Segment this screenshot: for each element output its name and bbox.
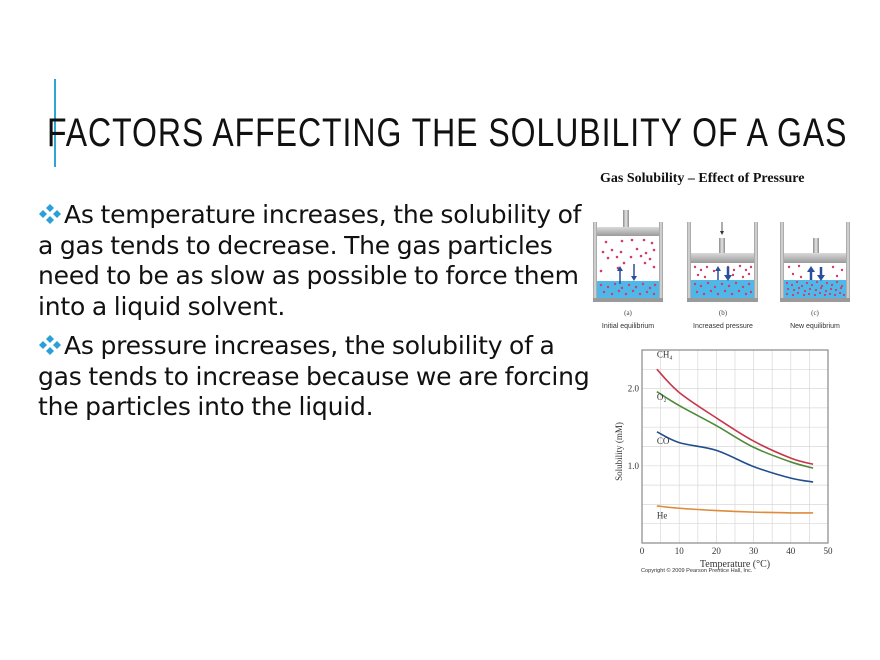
series-label-he: He bbox=[657, 510, 668, 520]
title-accent-bar bbox=[54, 79, 56, 167]
series-label-o2: O₂ bbox=[657, 392, 667, 402]
series-line-co bbox=[656, 431, 814, 483]
four-diamond-bullet-icon bbox=[39, 335, 61, 355]
bullet-item: As pressure increases, the solubility of… bbox=[34, 331, 594, 423]
svg-text:Solubility (mM): Solubility (mM) bbox=[614, 422, 624, 481]
panel-c-letter: (c) bbox=[811, 309, 819, 317]
svg-text:40: 40 bbox=[786, 546, 796, 556]
svg-text:0: 0 bbox=[640, 546, 645, 556]
svg-text:2.0: 2.0 bbox=[628, 384, 640, 394]
panel-b-container bbox=[687, 222, 758, 302]
series-line-he bbox=[656, 505, 814, 514]
panel-b-label: Increased pressure bbox=[693, 323, 753, 330]
piston-illustration bbox=[593, 210, 850, 302]
figure-caption: Gas Solubility – Effect of Pressure bbox=[600, 171, 805, 186]
panel-a-letter: (a) bbox=[624, 309, 632, 317]
svg-text:30: 30 bbox=[749, 546, 759, 556]
pressure-diagram: (a) (b) (c) Initial equilibrium Increase… bbox=[588, 200, 858, 340]
svg-text:1.0: 1.0 bbox=[628, 461, 640, 471]
panel-b-letter: (b) bbox=[718, 309, 728, 317]
panel-c-label: New equilibrium bbox=[790, 323, 840, 330]
panel-a-container bbox=[593, 210, 663, 302]
series-line-ch4 bbox=[656, 368, 814, 466]
panel-a-label: Initial equilibrium bbox=[601, 323, 655, 330]
bullet-item: As temperature increases, the solubility… bbox=[34, 200, 594, 322]
copyright-text: Copyright © 2009 Pearson Prentice Hall, … bbox=[641, 568, 753, 574]
series-label-co: CO bbox=[657, 436, 670, 446]
svg-text:10: 10 bbox=[675, 546, 685, 556]
four-diamond-bullet-icon bbox=[39, 204, 61, 224]
solubility-line-chart: 0 10 20 30 40 50 1.0 2.0 Temperature (°C) Solubil… bbox=[614, 349, 834, 570]
solubility-chart: 0 10 20 30 40 50 1.0 2.0 Temperature (°C) Solubil… bbox=[600, 345, 850, 585]
svg-text:20: 20 bbox=[712, 546, 722, 556]
svg-text:Temperature (°C): Temperature (°C) bbox=[700, 559, 770, 570]
bullet-text: As pressure increases, the solubility of… bbox=[38, 331, 590, 421]
bullet-list: As temperature increases, the solubility… bbox=[34, 200, 594, 432]
series-line-o2 bbox=[656, 391, 814, 469]
svg-text:50: 50 bbox=[824, 546, 834, 556]
series-label-ch4: CH₄ bbox=[657, 350, 673, 360]
panel-c-container bbox=[780, 222, 850, 302]
slide-title: FACTORS AFFECTING THE SOLUBILITY OF A GA… bbox=[47, 111, 848, 155]
bullet-text: As temperature increases, the solubility… bbox=[38, 200, 582, 321]
